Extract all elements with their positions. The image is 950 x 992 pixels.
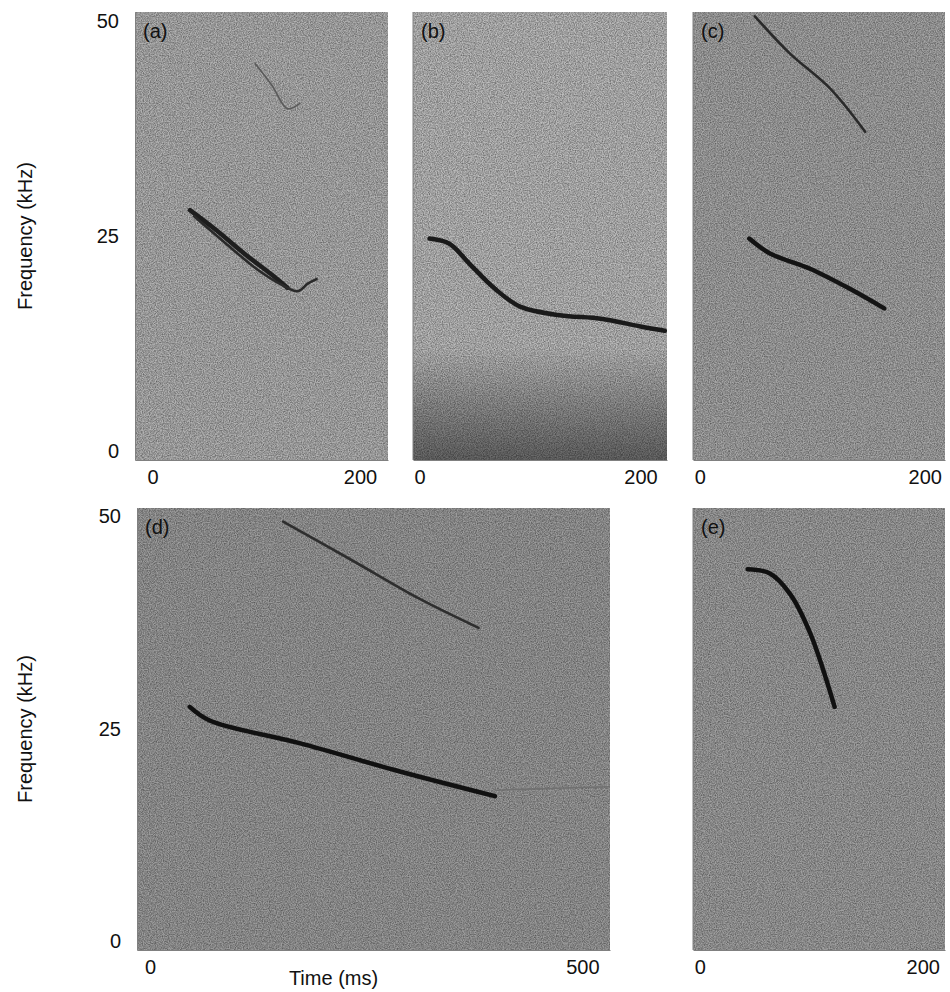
panel: 0 200 (b) [413, 12, 668, 488]
tick: 0 [695, 950, 706, 978]
axis-line [137, 509, 138, 951]
tick: 50 [99, 505, 137, 527]
figure: 0 200 0 25 50 (a) Frequency (kHz) 0 200 (b) 0 200 (c… [0, 0, 950, 992]
panel: 0 200 (e) [693, 508, 946, 978]
contour-line [190, 210, 287, 288]
contour-line [748, 569, 835, 707]
low-frequency-noise [413, 348, 667, 460]
contour-line [283, 522, 478, 628]
axis-line [414, 460, 668, 461]
x-axis: 0 200 [694, 460, 946, 488]
marks [430, 239, 665, 331]
tick: 0 [145, 950, 156, 978]
axis-line [413, 12, 414, 460]
tick-label: 0 [695, 466, 706, 488]
axis-line [694, 950, 946, 951]
tick-label: 0 [110, 930, 121, 952]
axis-title: Frequency (kHz) [14, 655, 36, 803]
y-axis: 0 25 50 [97, 10, 136, 463]
tick-label: 25 [97, 225, 119, 247]
axis-line [138, 950, 611, 951]
contour-line [755, 16, 865, 131]
tick: 0 [148, 460, 159, 488]
contour-line [190, 707, 495, 796]
axis-line [693, 508, 694, 950]
panel: 0 200 (c) [693, 12, 946, 488]
plot-background [137, 508, 610, 950]
x-axis: 0 200 [694, 950, 946, 978]
noise-texture [693, 508, 945, 950]
x-axis: 0 200 [414, 460, 668, 488]
tick: 25 [99, 718, 137, 740]
tick-label: 200 [344, 466, 377, 488]
tick-label: 25 [99, 718, 121, 740]
marks [748, 569, 835, 707]
panel-label: (c) [701, 20, 724, 42]
tick-label: 0 [148, 466, 159, 488]
tick-label: 0 [695, 956, 706, 978]
panel-label: (b) [421, 20, 445, 42]
axis-line [694, 460, 946, 461]
panel-label: (e) [701, 516, 725, 538]
marks [190, 522, 610, 797]
axis-line [136, 460, 389, 461]
tick-label: 200 [909, 466, 942, 488]
tick-label: 0 [415, 466, 426, 488]
contour-line [496, 787, 610, 790]
marks [749, 16, 884, 308]
tick: 0 [695, 460, 706, 488]
panel-label: (a) [143, 20, 167, 42]
tick: 0 [110, 930, 137, 952]
tick: 0 [415, 460, 426, 488]
contour-line [194, 216, 316, 291]
noise-texture [137, 508, 610, 950]
tick: 0 [108, 440, 135, 462]
tick: 200 [344, 460, 377, 488]
axis-line [135, 13, 136, 461]
plot-background [693, 12, 945, 460]
tick: 25 [97, 225, 135, 247]
y-axis: 0 25 50 [99, 505, 138, 952]
x-axis: 0 200 [136, 460, 389, 488]
tick-label: 0 [108, 440, 119, 462]
panel-label: (d) [145, 516, 169, 538]
plot-background [135, 12, 388, 460]
noise-texture [693, 12, 945, 460]
axis-line [693, 12, 694, 460]
tick: 50 [97, 10, 135, 32]
tick: 200 [624, 460, 657, 488]
contour-line [255, 64, 300, 109]
panel: 0 200 0 25 50 (a) Frequency (kHz) [14, 10, 389, 489]
noise-texture [413, 12, 667, 460]
tick-label: 500 [566, 956, 599, 978]
tick-label: 50 [99, 505, 121, 527]
contour-line [430, 239, 665, 331]
marks [190, 64, 316, 292]
plot-background [693, 508, 945, 950]
tick: 200 [907, 950, 940, 978]
tick: 500 [566, 950, 599, 978]
axis-title: Frequency (kHz) [14, 162, 36, 310]
tick-label: 50 [97, 10, 119, 32]
tick-label: 200 [624, 466, 657, 488]
tick: 200 [909, 460, 942, 488]
plot-background [413, 12, 667, 460]
noise-texture [135, 12, 388, 460]
tick-label: 0 [145, 956, 156, 978]
panel: 0 500 0 25 50 (d) Frequency (kHz) Time (ms) [14, 505, 611, 989]
contour-line [749, 239, 884, 309]
tick-label: 200 [907, 956, 940, 978]
axis-title: Time (ms) [289, 967, 378, 989]
